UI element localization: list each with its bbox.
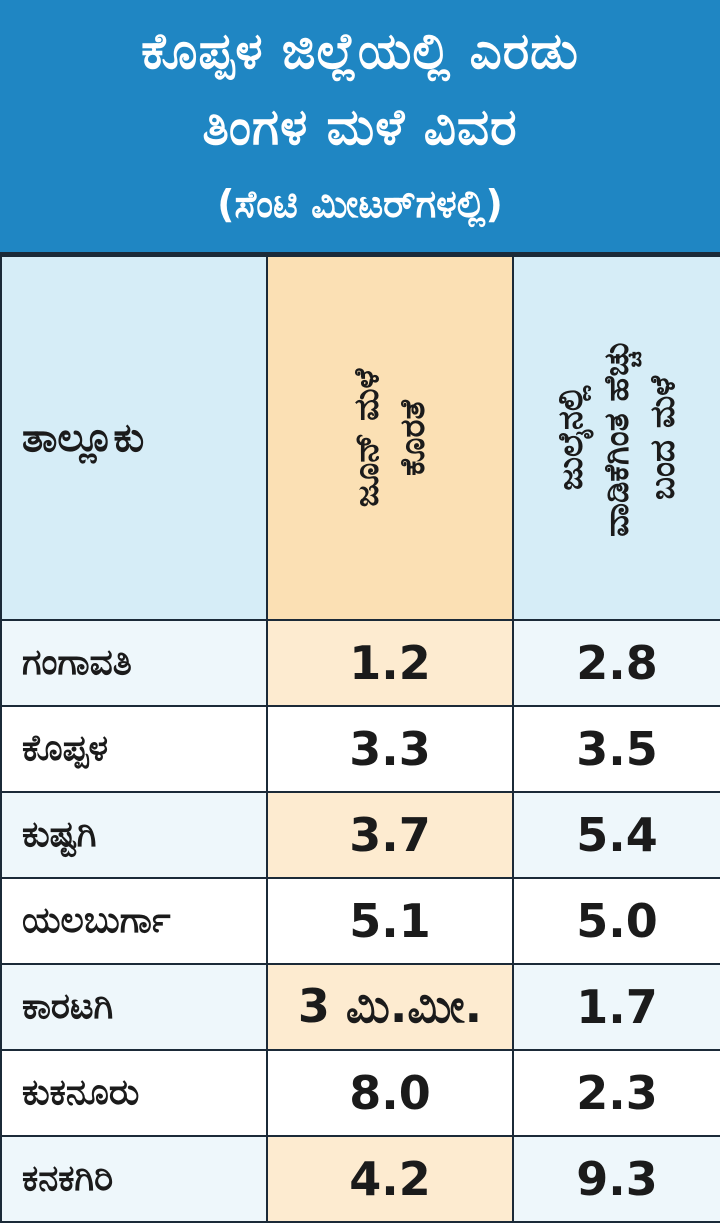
taluk-name: ಕುಕನೂರು: [0, 1049, 268, 1137]
column-header-june-deficit: ಜೂನ್ ಮಳೆ ಕೊರತೆ: [266, 255, 514, 621]
table-row: ಕುಕನೂರು 8.0 2.3: [0, 1049, 720, 1137]
june-header-line-1: ಜೂನ್ ಮಳೆ: [346, 368, 387, 508]
june-deficit-value: 3.3: [266, 705, 514, 793]
taluk-name: ಕಾರಟಗಿ: [0, 963, 268, 1051]
taluk-name: ಕೊಪ್ಪಳ: [0, 705, 268, 793]
taluk-name: ಕನಕಗಿರಿ: [0, 1135, 268, 1223]
table-header-row: ತಾಲ್ಲೂಕು ಜೂನ್ ಮಳೆ ಕೊರತೆ ಜುಲೈನಲ್ಲಿ ವಾಡಿಕೆ…: [0, 255, 720, 621]
july-excess-value: 3.5: [512, 705, 720, 793]
table-row: ಯಲಬುರ್ಗಾ 5.1 5.0: [0, 877, 720, 965]
july-excess-value: 5.0: [512, 877, 720, 965]
taluk-name: ಯಲಬುರ್ಗಾ: [0, 877, 268, 965]
july-excess-value: 5.4: [512, 791, 720, 879]
june-deficit-value: 3.7: [266, 791, 514, 879]
table-row: ಕುಷ್ಟಗಿ 3.7 5.4: [0, 791, 720, 879]
june-deficit-value: 4.2: [266, 1135, 514, 1223]
rainfall-table: ತಾಲ್ಲೂಕು ಜೂನ್ ಮಳೆ ಕೊರತೆ ಜುಲೈನಲ್ಲಿ ವಾಡಿಕೆ…: [0, 255, 720, 1223]
june-header-line-2: ಕೊರತೆ: [392, 400, 433, 476]
july-header-line-2: ವಾಡಿಕೆಗಿಂತ ಹೆಚ್ಚು: [597, 339, 637, 537]
taluk-name: ಕುಷ್ಟಗಿ: [0, 791, 268, 879]
taluk-name: ಗಂಗಾವತಿ: [0, 619, 268, 707]
table-row: ಕನಕಗಿರಿ 4.2 9.3: [0, 1135, 720, 1223]
subtitle-units: (ಸೆಂಟಿ ಮೀಟರ್‌ಗಳಲ್ಲಿ): [217, 182, 503, 226]
june-deficit-value: 3 ಮಿ.ಮೀ.: [266, 963, 514, 1051]
table-row: ಕಾರಟಗಿ 3 ಮಿ.ಮೀ. 1.7: [0, 963, 720, 1051]
infographic-header: ಕೊಪ್ಪಳ ಜಿಲ್ಲೆಯಲ್ಲಿ ಎರಡು ತಿಂಗಳ ಮಳೆ ವಿವರ (…: [0, 0, 720, 255]
june-deficit-value: 5.1: [266, 877, 514, 965]
title-line-2: ತಿಂಗಳ ಮಳೆ ವಿವರ: [202, 98, 518, 156]
july-header-line-1: ಜುಲೈನಲ್ಲಿ: [551, 385, 591, 491]
june-deficit-value: 8.0: [266, 1049, 514, 1137]
july-header-line-3: ಬಂದ ಮಳೆ: [643, 375, 683, 501]
title-line-1: ಕೊಪ್ಪಳ ಜಿಲ್ಲೆಯಲ್ಲಿ ಎರಡು: [141, 22, 579, 80]
column-header-july-excess: ಜುಲೈನಲ್ಲಿ ವಾಡಿಕೆಗಿಂತ ಹೆಚ್ಚು ಬಂದ ಮಳೆ: [512, 255, 720, 621]
july-excess-value: 2.3: [512, 1049, 720, 1137]
july-excess-value: 9.3: [512, 1135, 720, 1223]
table-row: ಕೊಪ್ಪಳ 3.3 3.5: [0, 705, 720, 793]
table-row: ಗಂಗಾವತಿ 1.2 2.8: [0, 619, 720, 707]
june-deficit-value: 1.2: [266, 619, 514, 707]
july-excess-value: 1.7: [512, 963, 720, 1051]
july-excess-value: 2.8: [512, 619, 720, 707]
column-header-taluk: ತಾಲ್ಲೂಕು: [0, 255, 268, 621]
